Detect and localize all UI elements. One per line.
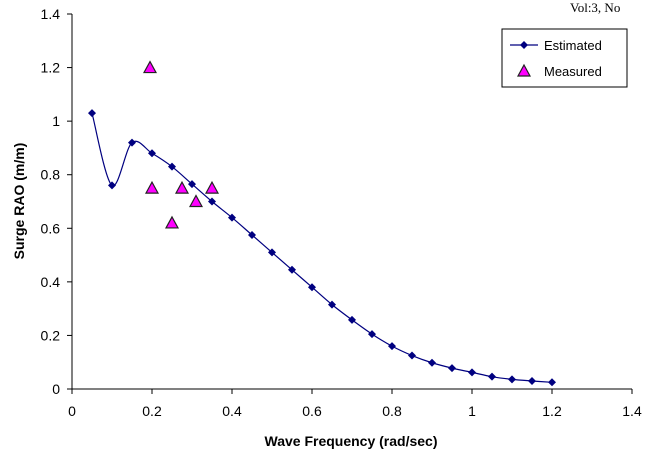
- y-tick-label: 1.4: [41, 6, 61, 22]
- x-tick-label: 0.6: [302, 403, 322, 419]
- estimated-point: [328, 300, 336, 309]
- legend-label-estimated: Estimated: [544, 38, 602, 53]
- legend-marker-estimated: [520, 41, 528, 49]
- series-estimated: [88, 109, 556, 387]
- estimated-point: [548, 378, 556, 387]
- estimated-point: [268, 248, 276, 257]
- y-tick-label: 0.2: [41, 327, 61, 343]
- estimated-point: [128, 138, 136, 147]
- estimated-point: [448, 364, 456, 373]
- x-tick-label: 1.4: [622, 403, 642, 419]
- x-tick-label: 0: [68, 403, 76, 419]
- estimated-point: [208, 197, 216, 206]
- measured-point: [188, 194, 204, 208]
- estimated-point: [88, 109, 96, 118]
- estimated-point: [368, 330, 376, 339]
- measured-point: [204, 180, 220, 194]
- x-tick-label: 0.2: [142, 403, 162, 419]
- y-tick-label: 1.2: [41, 60, 61, 76]
- y-tick-label: 0.6: [41, 220, 61, 236]
- legend-box: [501, 28, 628, 88]
- measured-point: [164, 215, 180, 229]
- x-tick-label: 0.4: [222, 403, 242, 419]
- x-tick-label: 0.8: [382, 403, 402, 419]
- estimated-point: [488, 372, 496, 381]
- measured-point: [144, 180, 160, 194]
- x-tick-labels: 0 0.2 0.4 0.6 0.8 1 1.2 1.4: [68, 403, 642, 419]
- y-tick-labels: 0 0.2 0.4 0.6 0.8 1 1.2 1.4: [41, 6, 61, 397]
- x-tick-label: 1.2: [542, 403, 562, 419]
- estimated-point: [468, 368, 476, 377]
- legend-label-measured: Measured: [544, 64, 602, 79]
- estimated-point: [408, 351, 416, 360]
- estimated-point: [528, 376, 536, 385]
- series-measured: [142, 60, 220, 229]
- axes: [67, 13, 633, 394]
- estimated-point: [248, 230, 256, 239]
- y-tick-label: 1: [52, 113, 60, 129]
- legend: Estimated Measured: [501, 28, 628, 88]
- estimated-point: [228, 213, 236, 222]
- y-tick-label: 0.8: [41, 167, 61, 183]
- y-tick-label: 0.4: [41, 274, 61, 290]
- estimated-point: [508, 375, 516, 384]
- x-axis-title: Wave Frequency (rad/sec): [265, 433, 438, 449]
- legend-marker-measured: [516, 63, 532, 77]
- estimated-point: [188, 180, 196, 189]
- estimated-point: [428, 358, 436, 367]
- estimated-line: [91, 112, 553, 383]
- estimated-point: [348, 315, 356, 324]
- estimated-point: [308, 283, 316, 292]
- estimated-point: [148, 149, 156, 158]
- estimated-point: [388, 342, 396, 351]
- y-axis-title: Surge RAO (m/m): [11, 143, 27, 260]
- estimated-point: [288, 265, 296, 274]
- page-header-fragment: Vol:3, No: [570, 0, 620, 15]
- x-tick-label: 1: [468, 403, 476, 419]
- measured-point: [174, 180, 190, 194]
- y-tick-label: 0: [52, 381, 60, 397]
- estimated-point: [168, 162, 176, 171]
- estimated-point: [108, 181, 116, 190]
- measured-point: [142, 60, 158, 74]
